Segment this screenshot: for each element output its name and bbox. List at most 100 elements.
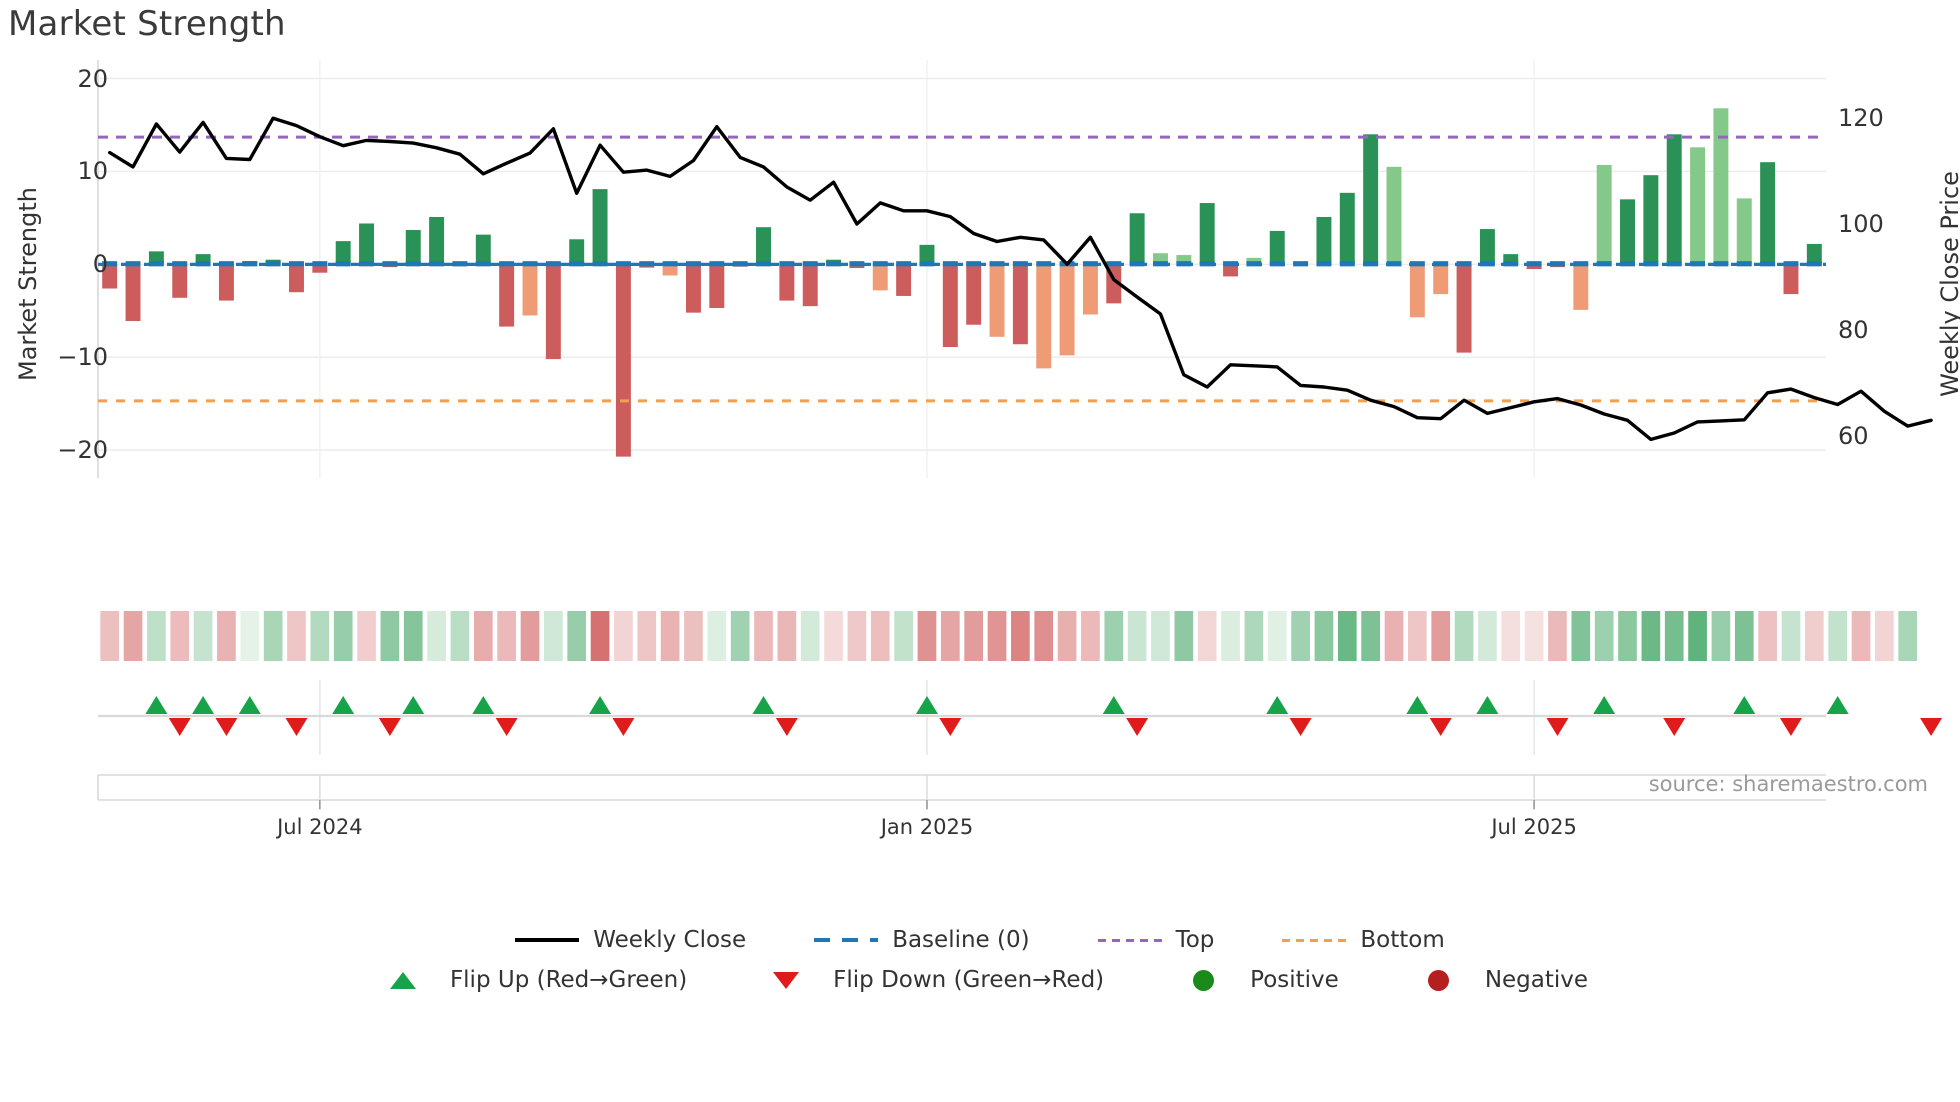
strength-bar [1643, 175, 1659, 265]
flip-down-marker[interactable] [495, 718, 518, 736]
strength-bar [1806, 243, 1822, 265]
flip-up-marker[interactable] [472, 696, 495, 714]
flip-down-marker[interactable] [1289, 718, 1312, 736]
strength-bar [1199, 203, 1215, 265]
heatmap-cell [1688, 611, 1707, 661]
strength-bar [1713, 108, 1729, 265]
strength-bar [1620, 199, 1635, 265]
flip-up-marker[interactable] [1593, 696, 1616, 714]
y-axis-left-tick-label: 20 [77, 64, 108, 93]
strength-bar [896, 264, 912, 296]
heatmap-cell [1524, 611, 1544, 661]
baseline-cap [756, 261, 771, 267]
heatmap-cell [660, 611, 680, 661]
flip-down-marker[interactable] [939, 718, 962, 736]
flip-up-marker[interactable] [1826, 696, 1849, 714]
heatmap-cell [987, 611, 1007, 661]
y-axis-left-tick-label: −10 [57, 343, 108, 372]
heatmap-cell [357, 611, 376, 661]
legend-item-top[interactable]: Top [1097, 927, 1214, 953]
strength-bar [148, 251, 164, 265]
strength-bar [545, 264, 561, 360]
flip-down-marker[interactable] [285, 718, 308, 736]
baseline-cap [452, 261, 468, 267]
legend-item-bottom[interactable]: Bottom [1282, 927, 1445, 953]
solid-line-icon [515, 929, 580, 951]
flip-up-marker[interactable] [192, 696, 215, 714]
baseline-cap [826, 261, 842, 267]
chart-legend: Weekly Close Baseline (0) Top Bottom Flip U… [0, 920, 1960, 1000]
heatmap-cell [147, 611, 166, 661]
circle-dot-icon [1172, 969, 1236, 991]
triangle-up-icon [372, 969, 436, 991]
flip-up-marker[interactable] [915, 696, 938, 714]
legend-item-baseline[interactable]: Baseline (0) [814, 927, 1030, 953]
baseline-cap [405, 261, 421, 267]
strength-bar [1409, 264, 1425, 318]
heatmap-cell [1408, 611, 1427, 661]
flip-up-marker[interactable] [332, 696, 355, 714]
legend-item-flip-up[interactable]: Flip Up (Red→Green) [372, 967, 687, 993]
flip-down-marker[interactable] [1779, 718, 1802, 736]
legend-item-positive[interactable]: Positive [1172, 967, 1339, 993]
strength-bar [125, 264, 141, 322]
heatmap-cell [450, 611, 470, 661]
legend-item-flip-down[interactable]: Flip Down (Green→Red) [755, 967, 1104, 993]
flip-up-marker[interactable] [1406, 696, 1429, 714]
strength-bar [1036, 264, 1052, 369]
flip-up-marker[interactable] [1102, 696, 1125, 714]
strength-bar [499, 264, 515, 327]
heatmap-cell [1641, 611, 1661, 661]
heatmap-cell [684, 611, 703, 661]
flip-down-marker[interactable] [378, 718, 401, 736]
strength-bar [989, 264, 1005, 337]
flip-down-marker[interactable] [1546, 718, 1569, 736]
flip-down-marker[interactable] [1429, 718, 1452, 736]
flip-up-marker[interactable] [752, 696, 775, 714]
heatmap-cell [170, 611, 190, 661]
baseline-cap [475, 261, 491, 267]
flip-up-marker[interactable] [1266, 696, 1289, 714]
flip-down-marker[interactable] [1920, 718, 1943, 736]
flip-down-marker[interactable] [775, 718, 798, 736]
flip-up-marker[interactable] [589, 696, 612, 714]
flip-up-marker[interactable] [238, 696, 261, 714]
strength-bar [1129, 213, 1145, 265]
legend-item-weekly-close[interactable]: Weekly Close [515, 927, 746, 953]
heatmap-cell [1337, 611, 1357, 661]
strength-bar [966, 264, 982, 325]
strength-bar [1153, 253, 1168, 265]
flip-up-marker[interactable] [1733, 696, 1756, 714]
triangle-down-icon [755, 969, 819, 991]
flip-down-marker[interactable] [1126, 718, 1149, 736]
heatmap-cell [1828, 611, 1848, 661]
heatmap-cell [567, 611, 587, 661]
strength-bar [1573, 264, 1589, 310]
flip-up-marker[interactable] [402, 696, 425, 714]
strength-bar [1059, 264, 1075, 356]
heatmap-cell [1127, 611, 1147, 661]
flip-down-marker[interactable] [168, 718, 191, 736]
strength-bar [709, 264, 725, 309]
strength-bar [335, 241, 351, 265]
heatmap-cell [824, 611, 843, 661]
flip-down-marker[interactable] [612, 718, 635, 736]
flip-up-marker[interactable] [145, 696, 168, 714]
heatmap-cell [473, 611, 493, 661]
strength-bar [919, 244, 935, 265]
flip-up-marker[interactable] [1476, 696, 1499, 714]
heatmap-cell [263, 611, 283, 661]
heatmap-cell [1057, 611, 1077, 661]
strength-bar [359, 223, 375, 265]
baseline-cap [569, 261, 585, 267]
legend-item-negative[interactable]: Negative [1407, 967, 1588, 993]
flip-down-marker[interactable] [215, 718, 238, 736]
heatmap-cell [1034, 611, 1054, 661]
strength-bar [1012, 264, 1028, 345]
strength-bar [1176, 255, 1192, 265]
baseline-cap [499, 261, 515, 267]
strength-bar [1082, 264, 1098, 315]
heatmap-cell [287, 611, 306, 661]
flip-down-marker[interactable] [1663, 718, 1686, 736]
